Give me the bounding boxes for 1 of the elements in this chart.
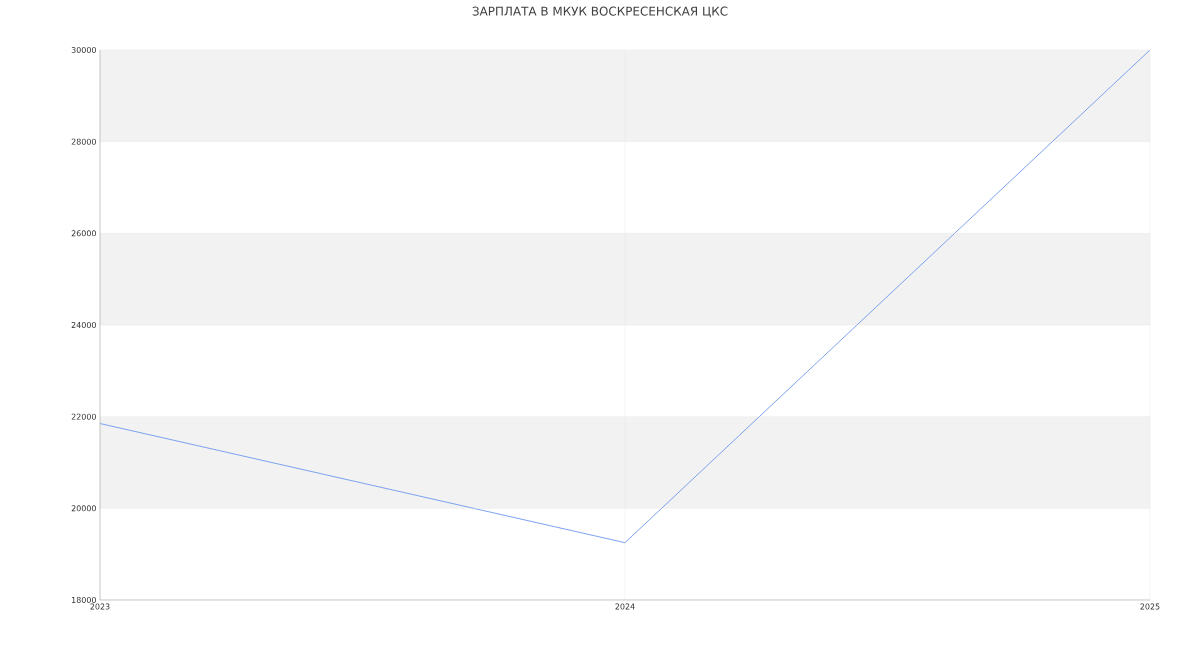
chart-title: ЗАРПЛАТА В МКУК ВОСКРЕСЕНСКАЯ ЦКС (472, 6, 728, 18)
